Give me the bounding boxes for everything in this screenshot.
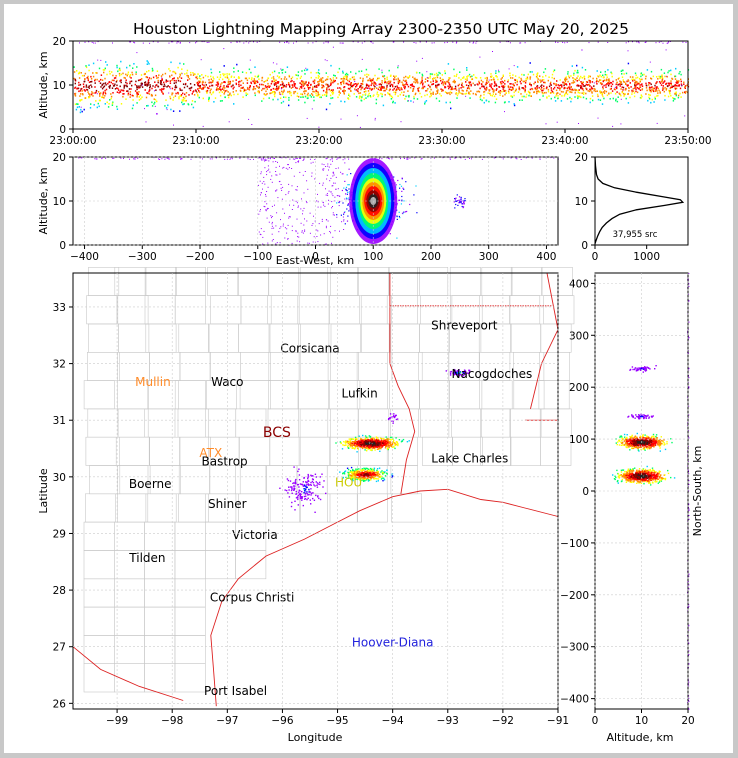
map-label: Bastrop [202, 455, 248, 469]
y-tick-label: 10 [53, 80, 66, 92]
y-tick-label: 0 [582, 486, 589, 498]
y-tick-label: 10 [575, 196, 588, 208]
map-label: Lufkin [341, 387, 377, 401]
y-tick-label: 28 [53, 585, 66, 597]
x-tick-label: 100 [363, 251, 383, 263]
east-west-ylabel: Altitude, km [37, 167, 50, 234]
map-label: Corpus Christi [210, 590, 295, 604]
y-tick-label: −100 [560, 538, 589, 550]
map-label: Shiner [208, 497, 247, 511]
y-tick-label: 29 [53, 528, 66, 540]
map-label: Victoria [232, 528, 278, 542]
map-label: Boerne [129, 477, 172, 491]
y-tick-label: 33 [53, 302, 66, 314]
x-tick-label: 23:50:00 [664, 135, 711, 147]
x-tick-label: 0 [312, 251, 319, 263]
map-label: Corsicana [280, 341, 339, 355]
x-tick-label: −92 [492, 715, 514, 727]
county-borders [83, 266, 575, 693]
y-tick-label: 0 [581, 240, 588, 252]
y-tick-label: 400 [569, 278, 589, 290]
x-tick-label: 0 [592, 251, 599, 263]
x-tick-label: 23:40:00 [541, 135, 588, 147]
time-altitude-sources [73, 41, 690, 128]
y-tick-label: 0 [59, 240, 66, 252]
plan-view-sources [279, 368, 471, 513]
north-south-ylabel: North-South, km [691, 446, 704, 537]
x-tick-label: −99 [106, 715, 128, 727]
altitude-histogram-line [594, 156, 685, 244]
x-tick-label: −98 [161, 715, 183, 727]
y-tick-label: 20 [575, 152, 588, 164]
x-tick-label: −91 [547, 715, 569, 727]
map-label: HOU [335, 476, 362, 490]
figure: Houston Lightning Mapping Array 2300-235… [4, 4, 733, 753]
state-borders [72, 272, 559, 707]
map-label: ATX [199, 446, 222, 460]
y-tick-label: 200 [569, 382, 589, 394]
time-altitude-panel: 23:00:00 23:10:00 23:20:00 23:30:00 23:40:00… [37, 36, 712, 147]
east-west-altitude-panel: −400 −300 −200 −100 0 100 200 300 400 0 10 20 Altit… [37, 152, 559, 267]
figure-title: Houston Lightning Mapping Array 2300-235… [133, 20, 629, 38]
y-tick-label: 20 [53, 36, 66, 48]
time-altitude-ylabel: Altitude, km [37, 51, 50, 118]
altitude-north-south-panel: 0 10 20 −400 −300 −200 −100 0 100 200 300 400 North… [560, 272, 704, 744]
map-label: BCS [263, 425, 291, 441]
y-tick-label: −200 [560, 590, 589, 602]
altitude-histogram-panel: 0 1000 0 10 20 37,955 src [575, 152, 689, 263]
x-tick-label: 23:30:00 [418, 135, 465, 147]
x-tick-label: −200 [186, 251, 215, 263]
map-label: Shreveport [431, 319, 498, 333]
x-tick-label: 200 [421, 251, 441, 263]
map-label: Mullin [135, 375, 171, 389]
x-tick-label: −97 [216, 715, 238, 727]
y-tick-label: 300 [569, 330, 589, 342]
x-tick-label: 23:00:00 [49, 135, 96, 147]
y-tick-label: 31 [53, 415, 66, 427]
map-label: Lake Charles [431, 452, 508, 466]
x-tick-label: 0 [592, 715, 599, 727]
y-tick-label: 0 [59, 124, 66, 136]
x-tick-label: −100 [243, 251, 272, 263]
east-west-sources [78, 157, 559, 246]
y-tick-label: −300 [560, 642, 589, 654]
x-tick-label: 20 [681, 715, 694, 727]
x-tick-label: −94 [382, 715, 404, 727]
source-count-annotation: 37,955 src [613, 230, 658, 240]
map-xlabel: Longitude [288, 731, 343, 744]
map-ylabel: Latitude [37, 468, 50, 514]
y-tick-label: 30 [53, 472, 66, 484]
x-tick-label: 1000 [633, 251, 660, 263]
x-tick-label: 23:20:00 [295, 135, 342, 147]
x-tick-label: −96 [271, 715, 293, 727]
x-tick-label: −300 [128, 251, 157, 263]
x-tick-label: 300 [479, 251, 499, 263]
map-label: Port Isabel [204, 684, 267, 698]
north-south-xlabel: Altitude, km [606, 731, 673, 744]
y-tick-label: 10 [53, 196, 66, 208]
x-tick-label: −93 [437, 715, 459, 727]
map-label: Tilden [128, 551, 165, 565]
x-tick-label: −95 [326, 715, 348, 727]
y-tick-label: −400 [560, 694, 589, 706]
x-tick-label: 400 [536, 251, 556, 263]
x-tick-label: 10 [635, 715, 648, 727]
east-west-xlabel: East-West, km [276, 254, 354, 267]
y-tick-label: 26 [53, 698, 67, 710]
y-tick-label: 20 [53, 152, 66, 164]
map-label: Nacogdoches [452, 367, 533, 381]
y-tick-label: 100 [569, 434, 589, 446]
x-tick-label: 23:10:00 [172, 135, 219, 147]
x-tick-label: −400 [70, 251, 99, 263]
y-tick-label: 32 [53, 359, 66, 371]
y-tick-label: 27 [53, 642, 66, 654]
